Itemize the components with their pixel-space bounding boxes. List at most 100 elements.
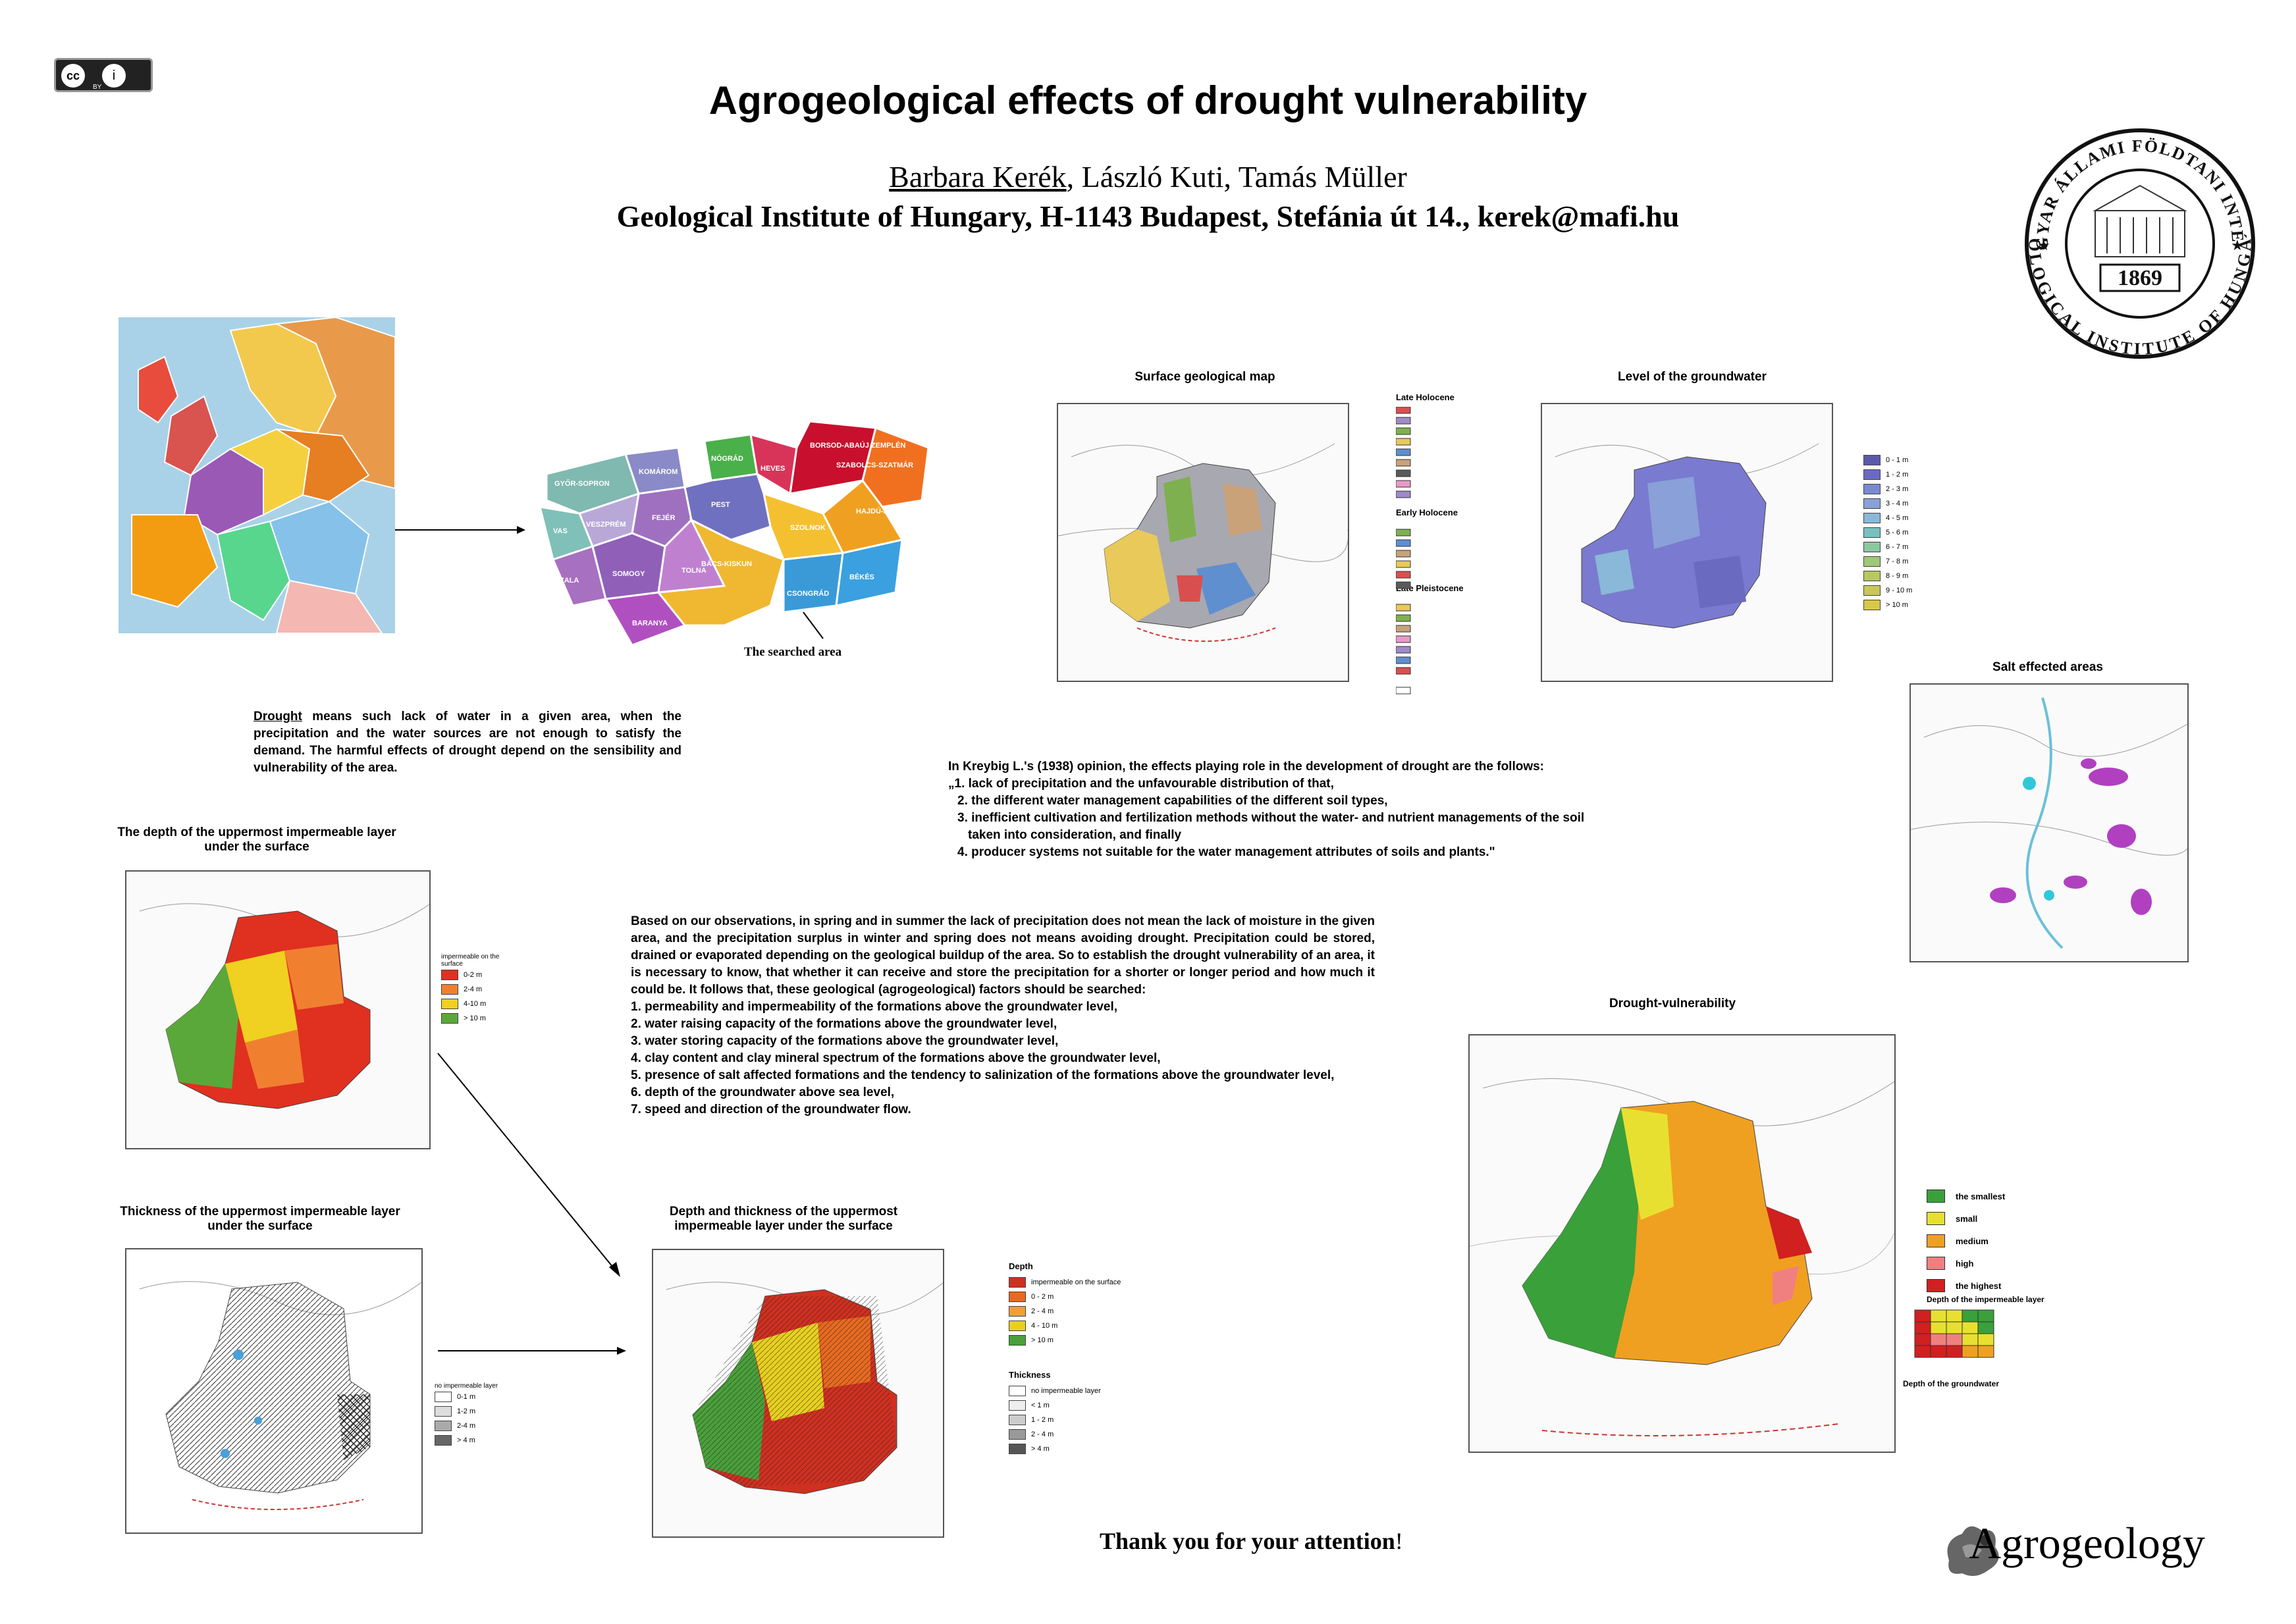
county-label: FEJÉR bbox=[652, 513, 676, 522]
drought-matrix-footer: Depth of the groundwater bbox=[1903, 1379, 1999, 1388]
license-by-label: BY bbox=[93, 84, 102, 91]
county-label: SZABOLCS-SZATMÁR bbox=[836, 461, 913, 469]
groundwater-legend: 0 - 1 m 1 - 2 m 2 - 3 m 3 - 4 m 4 - 5 m … bbox=[1863, 453, 1942, 612]
legend-row: > 10 m bbox=[1009, 1333, 1167, 1348]
poster-title: Agrogeological effects of drought vulner… bbox=[708, 78, 1588, 122]
legend-row: 2 - 4 m bbox=[1009, 1304, 1167, 1319]
county-label: HAJDÚ-BIHAR bbox=[856, 507, 906, 515]
drought-vuln-map bbox=[1468, 1034, 1896, 1453]
legend-row: 2 - 4 m bbox=[1009, 1427, 1167, 1442]
county-label: NÓGRÁD bbox=[711, 454, 743, 463]
groundwater-map bbox=[1541, 403, 1833, 682]
drought-definition-text: means such lack of water in a given area… bbox=[254, 710, 681, 775]
kreybig-quote: In Kreybig L.'s (1938) opinion, the effe… bbox=[948, 758, 1705, 861]
kreybig-item: 4. producer systems not suitable for the… bbox=[957, 845, 1495, 859]
legend-row: 6 - 7 m bbox=[1863, 540, 1942, 554]
county-label: HEVES bbox=[761, 465, 785, 473]
thank-you-words: Thank you for your attention bbox=[1100, 1528, 1395, 1554]
observations-paragraph: Based on our observations, in spring and… bbox=[631, 914, 1375, 997]
county-label: ZALA bbox=[560, 577, 579, 585]
observations-text: Based on our observations, in spring and… bbox=[631, 913, 1375, 1118]
legend-title: no impermeable layer bbox=[435, 1382, 498, 1390]
cc-icon: cc bbox=[61, 64, 85, 88]
county-label: SZOLNOK bbox=[790, 524, 826, 532]
legend-row: 4 - 5 m bbox=[1863, 511, 1942, 525]
surface-geo-map bbox=[1057, 403, 1349, 682]
surface-geo-legend-swatches bbox=[1396, 407, 1411, 694]
svg-text:GEOLOGICAL INSTITUTE OF HUNGAR: GEOLOGICAL INSTITUTE OF HUNGARY bbox=[2021, 125, 2255, 359]
author-3: Tamás Müller bbox=[1238, 160, 1407, 194]
legend-row: the highest bbox=[1927, 1274, 2071, 1297]
drought-term: Drought bbox=[254, 710, 302, 723]
legend-row: the smallest bbox=[1927, 1185, 2071, 1207]
county-label: CSONGRÁD bbox=[787, 589, 829, 598]
kreybig-item: taken into consideration, and finally bbox=[968, 828, 1182, 842]
kreybig-item: „1. lack of precipitation and the unfavo… bbox=[948, 777, 1334, 791]
county-label: BORSOD-ABAÚJ ZEMPLÉN bbox=[810, 441, 906, 450]
legend-title: Thickness bbox=[1009, 1370, 1051, 1380]
legend-row: 4-10 m bbox=[441, 997, 520, 1011]
factor-item: 2. water raising capacity of the formati… bbox=[631, 1017, 1057, 1031]
depth-to-combined-arrow bbox=[437, 1053, 620, 1277]
legend-row: > 10 m bbox=[441, 1011, 520, 1026]
cc-by-license-badge: cc i BY bbox=[54, 58, 153, 92]
county-label: TOLNA bbox=[681, 567, 707, 575]
authors-line: Barbara Kerék, László Kuti, Tamás Müller bbox=[0, 159, 2296, 194]
legend-row: high bbox=[1927, 1252, 2071, 1274]
legend-row: 0-2 m bbox=[441, 968, 520, 982]
kreybig-item: 3. inefficient cultivation and fertiliza… bbox=[957, 811, 1585, 825]
affiliation: Geological Institute of Hungary, H-1143 … bbox=[616, 199, 1680, 233]
factor-item: 3. water storing capacity of the formati… bbox=[631, 1034, 1059, 1048]
legend-row: 7 - 8 m bbox=[1863, 554, 1942, 569]
legend-row: > 4 m bbox=[1009, 1442, 1167, 1456]
legend-row: 2-4 m bbox=[441, 982, 520, 997]
legend-row: 5 - 6 m bbox=[1863, 525, 1942, 540]
factor-item: 6. depth of the groundwater above sea le… bbox=[631, 1086, 895, 1099]
depth-imperm-legend: impermeable on the surface 0-2 m 2-4 m 4… bbox=[441, 953, 520, 1026]
legend-row: 1 - 2 m bbox=[1863, 467, 1942, 482]
legend-row: > 4 m bbox=[435, 1433, 514, 1448]
thickness-to-combined-arrow bbox=[438, 1347, 626, 1355]
surface-geo-caption: Surface geological map bbox=[1135, 370, 1275, 384]
legend-row: > 10 m bbox=[1863, 598, 1942, 612]
thickness-imperm-map bbox=[125, 1248, 423, 1534]
author-1: Barbara Kerék bbox=[889, 160, 1067, 194]
author-1-separator: , bbox=[1066, 160, 1075, 194]
county-label: VAS bbox=[553, 527, 568, 535]
legend-title: impermeable on the surface bbox=[441, 953, 500, 968]
county-label: VESZPRÉM bbox=[586, 520, 626, 529]
author-2-separator: , bbox=[1223, 160, 1232, 194]
depth-thickness-legend: Depth impermeable on the surface 0 - 2 m… bbox=[1009, 1261, 1167, 1456]
attribution-icon: i bbox=[102, 64, 126, 88]
thank-you-text: Thank you for your attention! bbox=[1100, 1527, 1403, 1555]
legend-row: 0-1 m bbox=[435, 1390, 514, 1404]
kreybig-item: 2. the different water management capabi… bbox=[957, 794, 1388, 808]
legend-row: 8 - 9 m bbox=[1863, 569, 1942, 583]
legend-row: 2 - 3 m bbox=[1863, 482, 1942, 496]
surface-geo-legend: Late Holocene Early Holocene Late Pleist… bbox=[1396, 392, 1468, 593]
agrogeology-logo-icon bbox=[1936, 1514, 2015, 1586]
legend-row: 0 - 2 m bbox=[1009, 1290, 1167, 1304]
factor-item: 4. clay content and clay mineral spectru… bbox=[631, 1051, 1161, 1065]
drought-matrix-title: Depth of the impermeable layer bbox=[1927, 1295, 2044, 1304]
legend-row: 0 - 1 m bbox=[1863, 453, 1942, 467]
legend-row: 9 - 10 m bbox=[1863, 583, 1942, 598]
salt-map bbox=[1909, 683, 2189, 962]
institute-logo: MAGYAR ÁLLAMI FÖLDTANI INTÉZET GEOLOGICA… bbox=[2013, 110, 2258, 362]
depth-thickness-map bbox=[652, 1249, 944, 1538]
legend-group-title: Late Pleistocene bbox=[1396, 583, 1464, 593]
county-label: BÉKÉS bbox=[849, 573, 874, 581]
legend-row: impermeable on the surface bbox=[1009, 1275, 1167, 1290]
factor-item: 5. presence of salt affected formations … bbox=[631, 1068, 1335, 1082]
thickness-imperm-legend: no impermeable layer 0-1 m 1-2 m 2-4 m >… bbox=[435, 1382, 514, 1448]
county-label: PEST bbox=[711, 501, 730, 509]
depth-imperm-map bbox=[125, 870, 431, 1149]
county-label: KOMÁROM bbox=[639, 467, 678, 476]
europe-to-hungary-arrow bbox=[395, 526, 525, 534]
searched-area-label: The searched area bbox=[744, 645, 842, 659]
legend-row: 2-4 m bbox=[435, 1419, 514, 1433]
logo-bottom-text: GEOLOGICAL INSTITUTE OF HUNGARY bbox=[2014, 122, 2254, 358]
logo-year: 1869 bbox=[2118, 266, 2162, 290]
county-label: BARANYA bbox=[632, 619, 668, 627]
legend-row: medium bbox=[1927, 1230, 2071, 1252]
